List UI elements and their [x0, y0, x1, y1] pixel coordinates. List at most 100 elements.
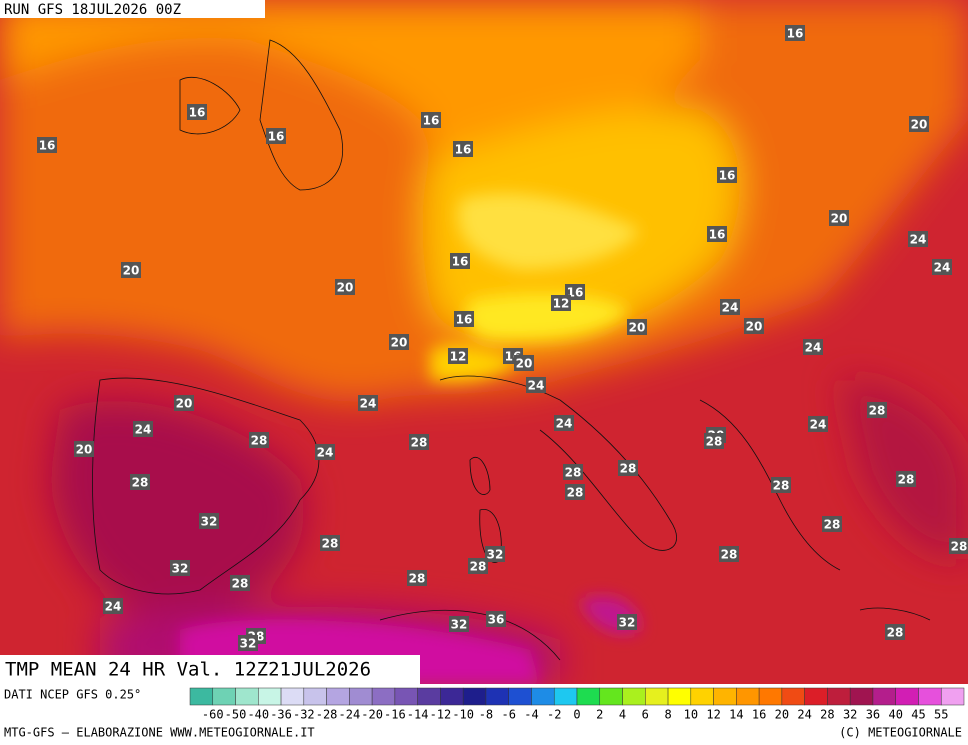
contour-label-box: [707, 226, 727, 242]
run-label: RUN GFS 18JUL2026 00Z: [4, 2, 181, 18]
colorbar-swatch: [280, 687, 305, 706]
contour-label-box: [932, 259, 952, 275]
colorbar-swatch: [326, 687, 350, 706]
contour-label: 20: [76, 443, 93, 457]
colorbar-swatch: [940, 687, 965, 706]
contour-label-box: [37, 137, 57, 153]
contour-label: 24: [934, 261, 951, 275]
colorbar-swatch: [508, 687, 532, 706]
map-title: TMP MEAN 24 HR Val. 12Z21JUL2026: [5, 659, 371, 681]
contour-label: 32: [240, 637, 257, 651]
colorbar-label: -14: [407, 708, 429, 722]
contour-label-box: [949, 538, 968, 554]
contour-label: 28: [721, 548, 738, 562]
colorbar-label: 2: [596, 708, 603, 722]
credit: MTG-GFS – ELABORAZIONE WWW.METEOGIORNALE…: [4, 726, 315, 740]
contour-label-box: [771, 477, 791, 493]
contour-label: 20: [516, 357, 533, 371]
colorbar-swatch: [485, 687, 509, 706]
colorbar-label: 4: [619, 708, 626, 722]
contour-label: 20: [123, 264, 140, 278]
colorbar-swatch: [576, 687, 601, 706]
contour-label: 28: [887, 626, 904, 640]
contour-label: 24: [135, 423, 152, 437]
contour-label: 20: [911, 118, 928, 132]
contour-label-box: [719, 546, 739, 562]
contour-label-box: [74, 441, 94, 457]
colorbar-swatch: [235, 687, 259, 706]
contour-label: 28: [232, 577, 249, 591]
colorbar-label: -6: [501, 708, 515, 722]
contour-label: 28: [409, 572, 426, 586]
colorbar-swatch: [667, 687, 692, 706]
contour-label-box: [358, 395, 378, 411]
contour-label: 20: [746, 320, 763, 334]
contour-label: 28: [824, 518, 841, 532]
data-source: DATI NCEP GFS 0.25°: [4, 688, 141, 702]
contour-label-box: [486, 611, 506, 627]
contour-label-box: [563, 464, 583, 480]
contour-label: 12: [450, 350, 467, 364]
colorbar-label: -16: [384, 708, 406, 722]
colorbar-label: -20: [361, 708, 383, 722]
contour-label: 28: [251, 434, 268, 448]
contour-label-box: [785, 25, 805, 41]
contour-label-box: [744, 318, 764, 334]
contour-label: 24: [805, 341, 822, 355]
colorbar-label: 6: [642, 708, 649, 722]
contour-label: 20: [337, 281, 354, 295]
contour-label: 16: [455, 143, 472, 157]
colorbar-swatch: [599, 687, 623, 706]
colorbar-swatch: [462, 687, 487, 706]
colorbar-swatch: [622, 687, 646, 706]
contour-label-box: [421, 112, 441, 128]
contour-label-box: [720, 299, 740, 315]
colorbar-swatch: [417, 687, 441, 706]
contour-label: 28: [951, 540, 968, 554]
contour-label-box: [407, 570, 427, 586]
contour-label: 16: [39, 139, 56, 153]
contour-label-box: [174, 395, 194, 411]
contour-label: 32: [619, 616, 636, 630]
colorbar-label: 12: [706, 708, 720, 722]
contour-label: 28: [470, 560, 487, 574]
contour-label-box: [454, 311, 474, 327]
colorbar-label: -2: [547, 708, 561, 722]
contour-label: 28: [869, 404, 886, 418]
colorbar-label: 10: [684, 708, 698, 722]
contour-label-box: [704, 433, 724, 449]
contour-label-box: [266, 128, 286, 144]
contour-label: 32: [451, 618, 468, 632]
contour-label-box: [449, 616, 469, 632]
contour-label-box: [121, 262, 141, 278]
contour-label: 28: [322, 537, 339, 551]
colorbar-label: -36: [270, 708, 292, 722]
contour-label-box: [829, 210, 849, 226]
contour-label: 32: [172, 562, 189, 576]
colorbar-label: 0: [573, 708, 580, 722]
contour-label-box: [908, 231, 928, 247]
contour-label: 20: [391, 336, 408, 350]
colorbar-label: -40: [247, 708, 269, 722]
contour-label-box: [551, 295, 571, 311]
colorbar-swatch: [258, 687, 282, 706]
contour-label: 28: [132, 476, 149, 490]
contour-label: 20: [629, 321, 646, 335]
colorbar-swatch: [872, 687, 896, 706]
colorbar-label: -32: [293, 708, 315, 722]
colorbar-swatch: [189, 687, 214, 706]
contour-label: 16: [423, 114, 440, 128]
colorbar-label: -28: [316, 708, 338, 722]
contour-label: 28: [898, 473, 915, 487]
contour-label: 16: [787, 27, 804, 41]
contour-label-box: [867, 402, 887, 418]
contour-label-box: [803, 339, 823, 355]
colorbar-label: -24: [339, 708, 361, 722]
contour-label: 24: [360, 397, 377, 411]
contour-label-box: [485, 546, 505, 562]
colorbar-swatch: [827, 687, 851, 706]
coastlines: [92, 39, 931, 661]
colorbar-label: 28: [820, 708, 834, 722]
